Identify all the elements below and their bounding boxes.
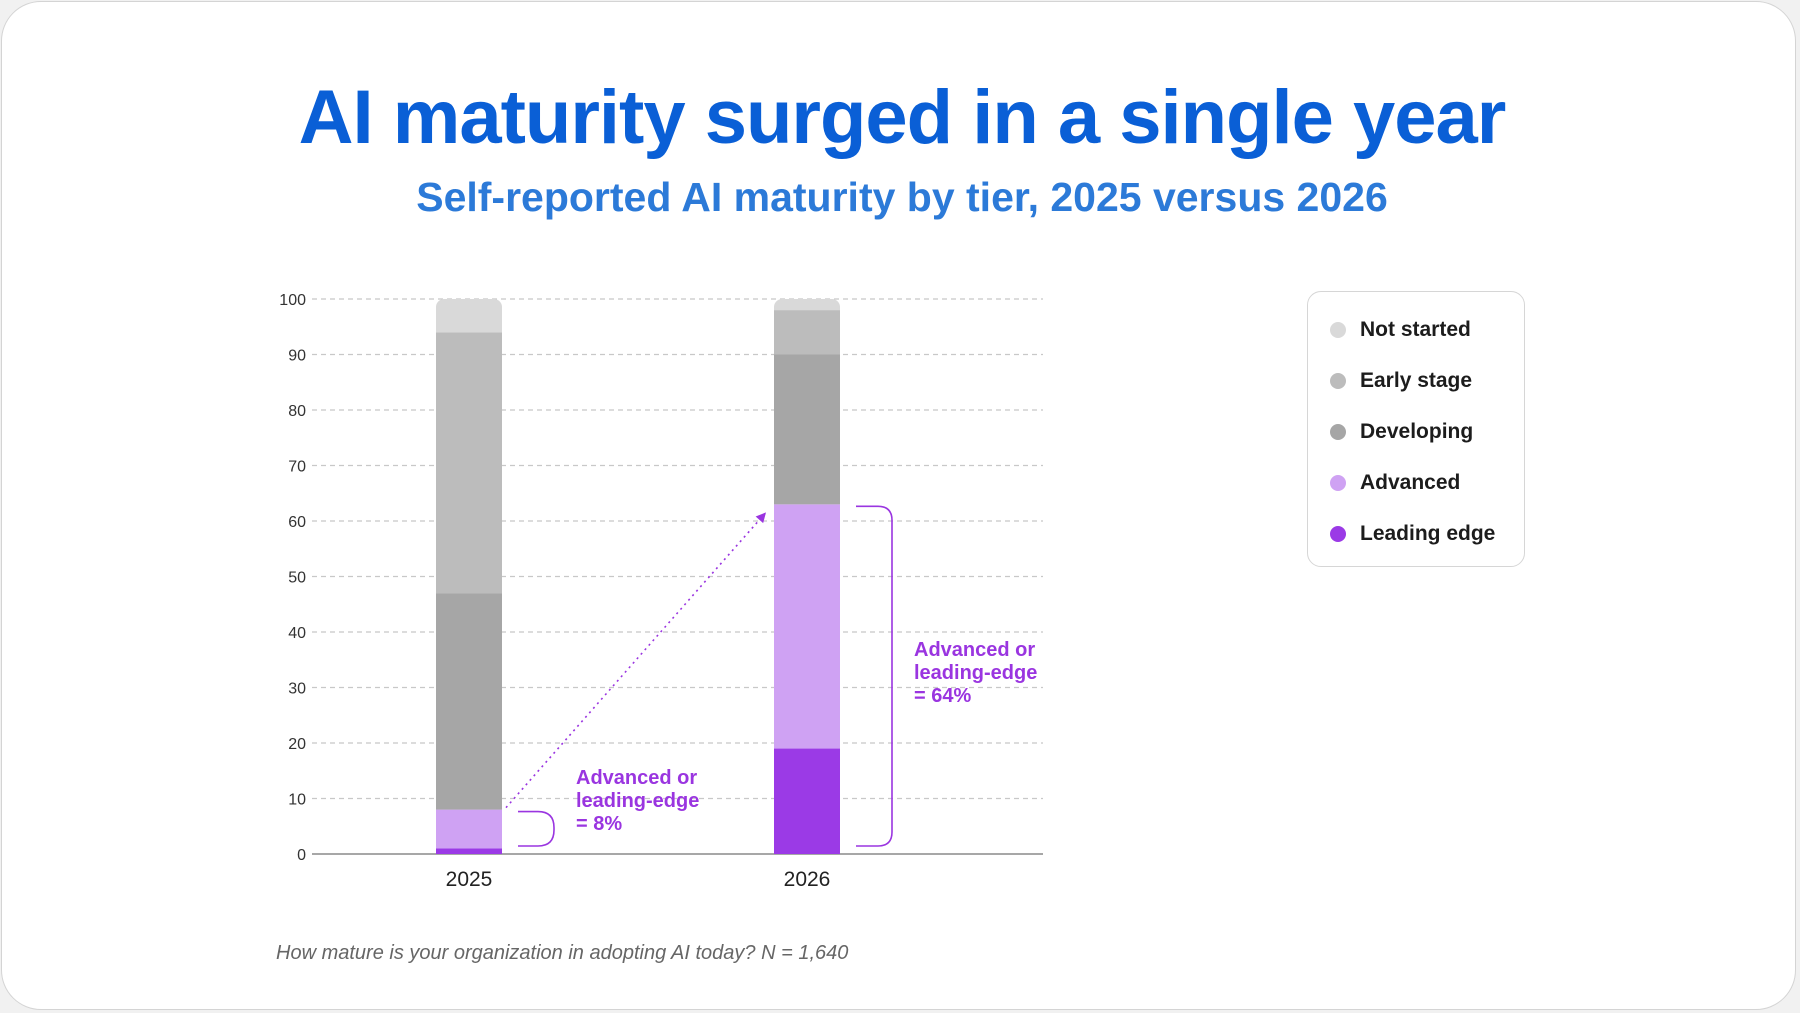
- legend-swatch-leading-edge: [1330, 526, 1346, 542]
- y-tick-label-50: 50: [288, 570, 306, 587]
- growth-arrow-head: [755, 512, 766, 524]
- y-tick-label-80: 80: [288, 403, 306, 420]
- bar-segment-developing-2026: [774, 354, 840, 505]
- legend-swatch-developing: [1330, 424, 1346, 440]
- legend-item-not-started: Not started: [1330, 318, 1471, 342]
- y-tick-label-100: 100: [279, 292, 306, 309]
- annotation-2026-line-2: leading-edge: [914, 662, 1037, 684]
- y-tick-label-70: 70: [288, 459, 306, 476]
- bracket-2025: [518, 810, 555, 847]
- y-tick-label-60: 60: [288, 514, 306, 531]
- chart-subtitle: Self-reported AI maturity by tier, 2025 …: [416, 174, 1388, 220]
- bar-segment-advanced-2025: [436, 809, 502, 849]
- legend-swatch-not-started: [1330, 322, 1346, 338]
- legend-label-leading-edge: Leading edge: [1360, 522, 1496, 545]
- bar-segment-not-started-2025: [436, 299, 502, 333]
- bar-segment-not-started-2026: [774, 299, 840, 311]
- y-tick-label-20: 20: [288, 736, 306, 753]
- bar-segment-leading-edge-2026: [774, 748, 840, 854]
- legend-item-developing: Developing: [1330, 420, 1473, 444]
- legend-item-advanced: Advanced: [1330, 471, 1460, 495]
- annotation-2025-line-3: = 8%: [576, 813, 622, 835]
- legend-swatch-early-stage: [1330, 373, 1346, 389]
- chart-title: AI maturity surged in a single year: [298, 75, 1507, 160]
- legend-item-early-stage: Early stage: [1330, 369, 1472, 393]
- bar-segment-advanced-2026: [774, 504, 840, 749]
- annotation-2025-line-1: Advanced or: [576, 767, 697, 789]
- survey-footnote: How mature is your organization in adopt…: [276, 942, 849, 964]
- bar-segment-early-stage-2026: [774, 310, 840, 355]
- annotation-2026-line-1: Advanced or: [914, 639, 1035, 661]
- x-tick-label-2025: 2025: [446, 868, 493, 891]
- legend-item-leading-edge: Leading edge: [1330, 522, 1495, 546]
- y-tick-label-10: 10: [288, 792, 306, 809]
- x-tick-label-2026: 2026: [784, 868, 831, 891]
- growth-arrow-line: [505, 511, 767, 809]
- legend-label-advanced: Advanced: [1360, 471, 1461, 494]
- annotation-2026-line-3: = 64%: [914, 685, 971, 707]
- y-tick-label-40: 40: [288, 625, 306, 642]
- y-tick-label-90: 90: [288, 348, 306, 365]
- legend-label-not-started: Not started: [1360, 318, 1471, 341]
- legend-label-developing: Developing: [1360, 420, 1474, 443]
- annotation-2025-line-2: leading-edge: [576, 790, 699, 812]
- bar-segment-developing-2025: [436, 593, 502, 810]
- chart-legend: Not started Early stage Developing Advan…: [1307, 291, 1525, 567]
- bar-segment-leading-edge-2025: [436, 848, 502, 854]
- bar-segment-early-stage-2025: [436, 332, 502, 594]
- legend-label-early-stage: Early stage: [1360, 369, 1473, 392]
- bracket-2026: [856, 505, 893, 847]
- legend-swatch-advanced: [1330, 475, 1346, 491]
- y-tick-label-30: 30: [288, 681, 306, 698]
- y-tick-label-0: 0: [297, 847, 306, 864]
